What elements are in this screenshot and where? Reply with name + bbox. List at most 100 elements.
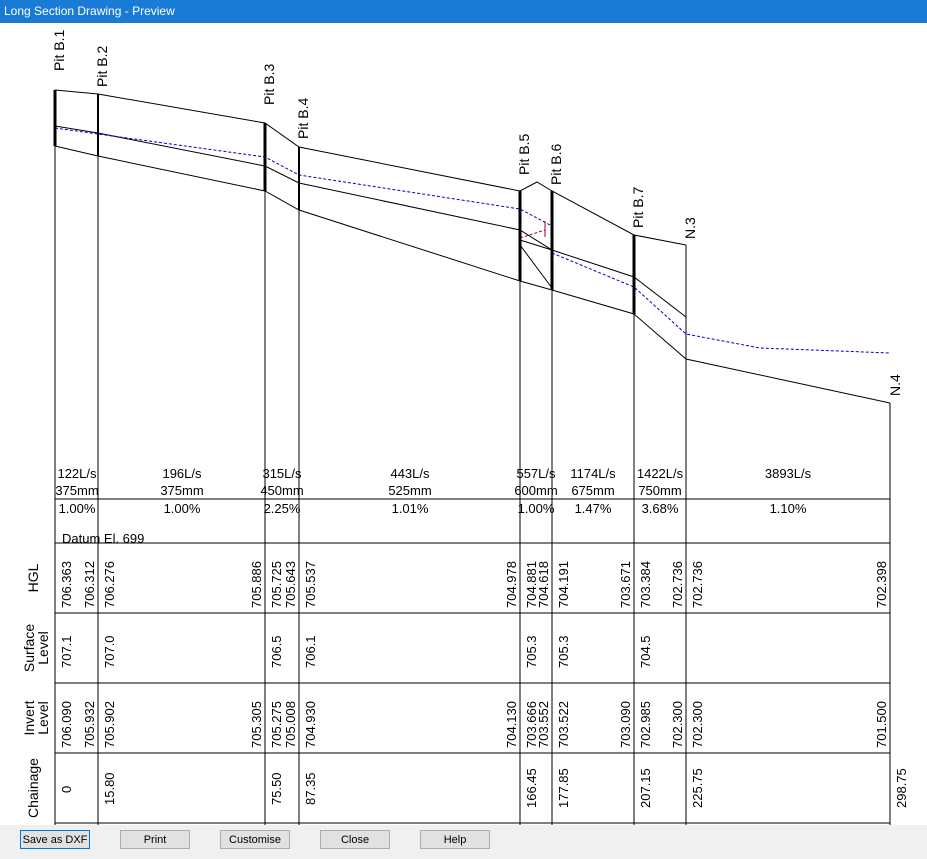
pipe-grade: 1.47% — [575, 501, 612, 516]
pit-label-n3: N.3 — [682, 217, 698, 239]
surface-value: 705.3 — [556, 635, 571, 668]
chainage-value: 207.15 — [638, 768, 653, 808]
surface-value: 704.5 — [638, 635, 653, 668]
row-label-invert-1: Invert — [21, 700, 37, 735]
chainage-value: 15.80 — [102, 772, 117, 805]
pipe-flow: 1422L/s — [637, 466, 684, 481]
pit-label-b2: Pit B.2 — [94, 46, 110, 87]
invert-value: 702.300 — [670, 701, 685, 748]
invert-value: 704.930 — [303, 701, 318, 748]
customise-button[interactable]: Customise — [220, 830, 290, 849]
hgl-line — [54, 127, 553, 227]
pipe-flow: 315L/s — [262, 466, 302, 481]
surface-value: 706.5 — [269, 635, 284, 668]
long-section-canvas: Pit B.1 Pit B.2 Pit B.3 Pit B.4 Pit B.5 … — [0, 23, 927, 825]
pipe-dia: 375mm — [160, 483, 203, 498]
invert-value: 704.130 — [504, 701, 519, 748]
row-label-hgl: HGL — [25, 563, 41, 592]
title-bar: Long Section Drawing - Preview — [0, 0, 927, 23]
hgl-value: 704.978 — [504, 561, 519, 608]
pipe-dia: 450mm — [260, 483, 303, 498]
invert-value: 705.902 — [102, 701, 117, 748]
invert-value: 703.090 — [618, 701, 633, 748]
pit-label-b4: Pit B.4 — [295, 98, 311, 139]
hgl-value: 705.643 — [283, 561, 298, 608]
hgl-value: 702.736 — [690, 561, 705, 608]
row-label-surface-1: Surface — [21, 624, 37, 672]
window-title: Long Section Drawing - Preview — [4, 4, 175, 18]
pipe-obvert-line — [54, 125, 687, 318]
pipe-grade: 2.25% — [264, 501, 301, 516]
chainage-value: 75.50 — [269, 772, 284, 805]
invert-value: 706.090 — [59, 701, 74, 748]
surface-value: 705.3 — [524, 635, 539, 668]
pipe-flow: 557L/s — [516, 466, 556, 481]
hgl-value: 706.312 — [82, 561, 97, 608]
invert-value: 702.300 — [690, 701, 705, 748]
chainage-value: 166.45 — [524, 768, 539, 808]
pit-label-n4: N.4 — [887, 374, 903, 396]
pipe-flow: 1174L/s — [570, 466, 616, 481]
pipe-grade: 1.01% — [392, 501, 429, 516]
chainage-value: 177.85 — [556, 768, 571, 808]
hgl-value: 702.398 — [874, 561, 889, 608]
hgl-value: 703.671 — [618, 561, 633, 608]
invert-value: 702.985 — [638, 701, 653, 748]
surface-value: 707.0 — [102, 635, 117, 668]
pipe-grade: 3.68% — [642, 501, 679, 516]
help-button[interactable]: Help — [420, 830, 490, 849]
pipe-grade: 1.10% — [770, 501, 807, 516]
hgl-value: 706.276 — [102, 561, 117, 608]
invert-value: 701.500 — [874, 701, 889, 748]
pit-label-b7: Pit B.7 — [630, 187, 646, 228]
pipe-flow: 443L/s — [390, 466, 430, 481]
button-bar: Save as DXF Print Customise Close Help — [0, 825, 927, 859]
pit-label-b3: Pit B.3 — [261, 64, 277, 105]
row-label-surface-2: Level — [35, 631, 51, 664]
save-as-dxf-button[interactable]: Save as DXF — [20, 830, 90, 849]
hgl-value: 704.618 — [536, 561, 551, 608]
invert-value: 703.522 — [556, 701, 571, 748]
pipe-grade: 1.00% — [59, 501, 96, 516]
chainage-value: 298.75 — [894, 768, 909, 808]
pipe-flow: 196L/s — [162, 466, 202, 481]
hgl-value: 705.725 — [269, 561, 284, 608]
invert-value: 705.932 — [82, 701, 97, 748]
hgl-value: 705.886 — [249, 561, 264, 608]
pit-label-b6: Pit B.6 — [548, 144, 564, 185]
hgl-value: 703.384 — [638, 561, 653, 608]
pipe-grade: 1.00% — [518, 501, 555, 516]
print-button[interactable]: Print — [120, 830, 190, 849]
close-button[interactable]: Close — [320, 830, 390, 849]
hgl-value: 702.736 — [670, 561, 685, 608]
surface-value: 707.1 — [59, 635, 74, 668]
hgl-line-upper — [551, 252, 891, 354]
invert-value: 705.008 — [283, 701, 298, 748]
pipe-dia: 375mm — [55, 483, 98, 498]
invert-value: 705.305 — [249, 701, 264, 748]
hgl-value: 705.537 — [303, 561, 318, 608]
pipe-dia: 525mm — [388, 483, 431, 498]
pipe-invert-line — [54, 145, 891, 404]
pipe-flow: 122L/s — [57, 466, 97, 481]
hgl-value: 704.881 — [524, 561, 539, 608]
row-label-invert-2: Level — [35, 701, 51, 734]
pipe-dia: 750mm — [638, 483, 681, 498]
chainage-value: 87.35 — [303, 772, 318, 805]
pipe-grade: 1.00% — [164, 501, 201, 516]
hgl-value: 704.191 — [556, 561, 571, 608]
surface-value: 706.1 — [303, 635, 318, 668]
chainage-value: 225.75 — [690, 768, 705, 808]
datum-label: Datum El. 699 — [62, 531, 144, 546]
pit-label-b5: Pit B.5 — [516, 134, 532, 175]
pipe-dia: 675mm — [571, 483, 614, 498]
chainage-value: 0 — [59, 786, 74, 793]
hgl-value: 706.363 — [59, 561, 74, 608]
invert-value: 705.275 — [269, 701, 284, 748]
invert-value: 703.666 — [524, 701, 539, 748]
pipe-flow: 3893L/s — [765, 466, 812, 481]
pit-label-b1: Pit B.1 — [51, 30, 67, 71]
pipe-dia: 600mm — [514, 483, 557, 498]
row-label-chainage: Chainage — [25, 758, 41, 818]
invert-value: 703.552 — [536, 701, 551, 748]
